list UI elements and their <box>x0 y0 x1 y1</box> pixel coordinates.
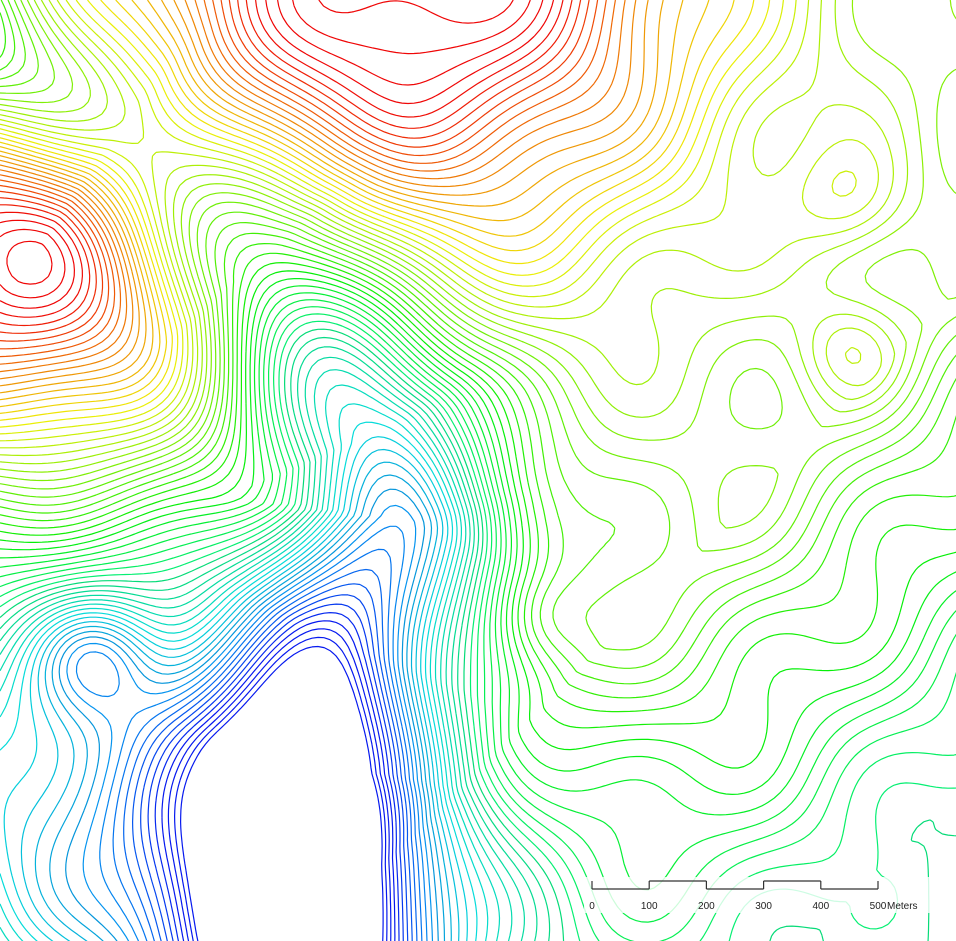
contour-map: 0 100 200 300 400 500Meters <box>0 0 956 941</box>
scale-bar-label: 400 <box>812 901 829 912</box>
scale-bar-label: 100 <box>641 901 658 912</box>
scale-bar-label: 200 <box>698 901 715 912</box>
scale-bar-label: 300 <box>755 901 772 912</box>
scale-bar-unit: Meters <box>887 901 918 912</box>
scale-bar-label: 0 <box>589 901 595 912</box>
scale-bar-label: 500 <box>870 901 887 912</box>
